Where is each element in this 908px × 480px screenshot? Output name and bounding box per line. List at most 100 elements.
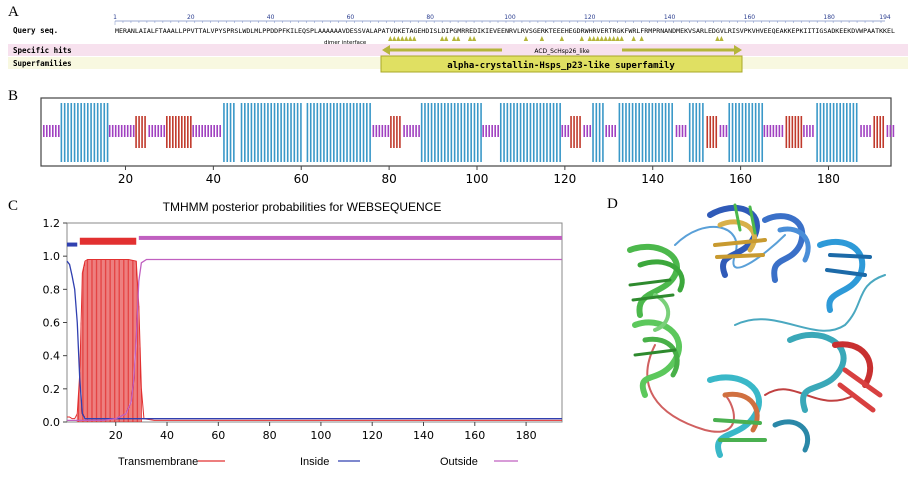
ss-bar — [509, 103, 512, 162]
ss-bar — [675, 125, 678, 137]
ss-bar — [257, 103, 259, 162]
ss-bar — [741, 103, 744, 162]
ss-bar — [738, 103, 740, 162]
superfamilies-label: Superfamilies — [13, 59, 72, 68]
ruler-tick-label: 20 — [187, 14, 195, 21]
ss-segment-strand — [420, 103, 482, 162]
ss-bar — [67, 103, 69, 162]
ss-bar — [195, 125, 197, 137]
ss-bar — [576, 116, 578, 148]
ss-bar — [253, 103, 256, 162]
x-tick-label: 40 — [160, 429, 174, 442]
feature-triangle — [603, 36, 608, 41]
ss-bar — [614, 125, 617, 137]
ss-bar — [744, 103, 747, 162]
ss-bar — [476, 103, 479, 162]
query-seq-label: Query seq. — [13, 26, 58, 35]
secondary-structure-chart: 20 40 60 80 100 120 140 160 180 — [40, 97, 895, 186]
ss-bar — [240, 103, 243, 162]
ss-bar — [839, 103, 842, 162]
ss-bar — [70, 103, 73, 162]
ss-bar — [46, 125, 48, 137]
ss-bar — [117, 125, 120, 137]
ss-bar — [754, 103, 757, 162]
ss-bar — [561, 125, 564, 137]
ss-bar — [849, 103, 851, 162]
superfamily-bar[interactable] — [380, 55, 743, 73]
ss-bar — [519, 103, 522, 162]
ss-bar — [80, 103, 82, 162]
x-tick-label: 180 — [516, 429, 537, 442]
ruler-tick-label: 180 — [823, 14, 835, 21]
ss-bar — [876, 116, 879, 148]
ss-segment-coil — [583, 125, 592, 137]
ss-bar — [638, 103, 640, 162]
y-tick-label: 0.4 — [43, 350, 61, 363]
ss-bar — [210, 125, 212, 137]
feature-triangle — [631, 36, 636, 41]
ss-bar — [181, 116, 183, 148]
ss-bar — [794, 116, 797, 148]
x-tick-label: 140 — [641, 172, 664, 186]
ss-bar — [250, 103, 253, 162]
ss-segment-strand — [306, 103, 371, 162]
series-transmembrane — [67, 258, 562, 422]
ss-bar — [409, 125, 411, 137]
ss-bar — [809, 125, 811, 137]
ss-bar — [651, 103, 654, 162]
ss-bar — [860, 125, 862, 137]
series-line-outside — [67, 258, 562, 421]
ss-bar — [523, 103, 525, 162]
ss-bar — [869, 125, 871, 137]
ss-bar — [671, 103, 673, 162]
hit-arrow[interactable]: ACD_ScHsp26_like — [382, 45, 742, 55]
ss-bar — [661, 103, 664, 162]
ss-bar — [60, 103, 63, 162]
tmhmm-chart: TMHMM posterior probabilities for WEBSEQ… — [43, 200, 563, 468]
ss-bar — [93, 103, 96, 162]
query-sequence: MERANLAIALFTAAALLPPVTTALVPYSPRSLWDLMLPPD… — [115, 28, 895, 35]
ruler-tick-label: 100 — [504, 14, 516, 21]
ss-bar — [63, 103, 66, 162]
ss-bar — [573, 116, 575, 148]
ss-bar — [625, 103, 627, 162]
cdd-domain-panel: 1 20 40 60 80 100 120 140 160 180 194 Query seq. M… — [8, 14, 908, 73]
ss-bar — [513, 103, 515, 162]
feature-triangle — [579, 36, 584, 41]
ss-bar — [761, 103, 764, 162]
x-tick-label: 40 — [206, 172, 221, 186]
ss-bar — [333, 103, 335, 162]
ss-bar — [800, 116, 803, 148]
topology-bar-transmembrane — [79, 237, 137, 245]
ss-segment-strand — [592, 103, 604, 162]
ss-segment-coil — [403, 125, 420, 137]
ss-bar — [375, 125, 378, 137]
ss-bar — [132, 125, 135, 137]
feature-triangle — [591, 36, 596, 41]
ss-bar — [688, 103, 691, 162]
ss-bar — [470, 103, 472, 162]
ss-bar — [788, 116, 791, 148]
legend-label: Transmembrane — [118, 456, 198, 468]
ss-bar — [812, 125, 814, 137]
feature-triangle — [607, 36, 612, 41]
legend-item-outside: Outside — [440, 456, 518, 468]
ss-bar — [244, 103, 246, 162]
ss-bar — [160, 125, 163, 137]
ss-segment-helix — [390, 116, 401, 148]
ss-bar — [549, 103, 552, 162]
ss-bar — [106, 103, 109, 162]
loop-upper — [674, 226, 786, 269]
ss-bar — [366, 103, 368, 162]
ss-bar — [204, 125, 206, 137]
ss-bar — [608, 125, 611, 137]
panel-label-b: B — [8, 88, 19, 104]
superfamily-name: alpha-crystallin-Hsps_p23-like superfami… — [447, 60, 675, 71]
ss-bar — [270, 103, 273, 162]
tm-plot-frame — [66, 222, 563, 423]
x-tick-label: 120 — [553, 172, 576, 186]
x-tick-label: 180 — [817, 172, 840, 186]
ss-bar — [480, 103, 482, 162]
feature-triangle — [471, 36, 477, 41]
ss-bar — [229, 103, 232, 162]
